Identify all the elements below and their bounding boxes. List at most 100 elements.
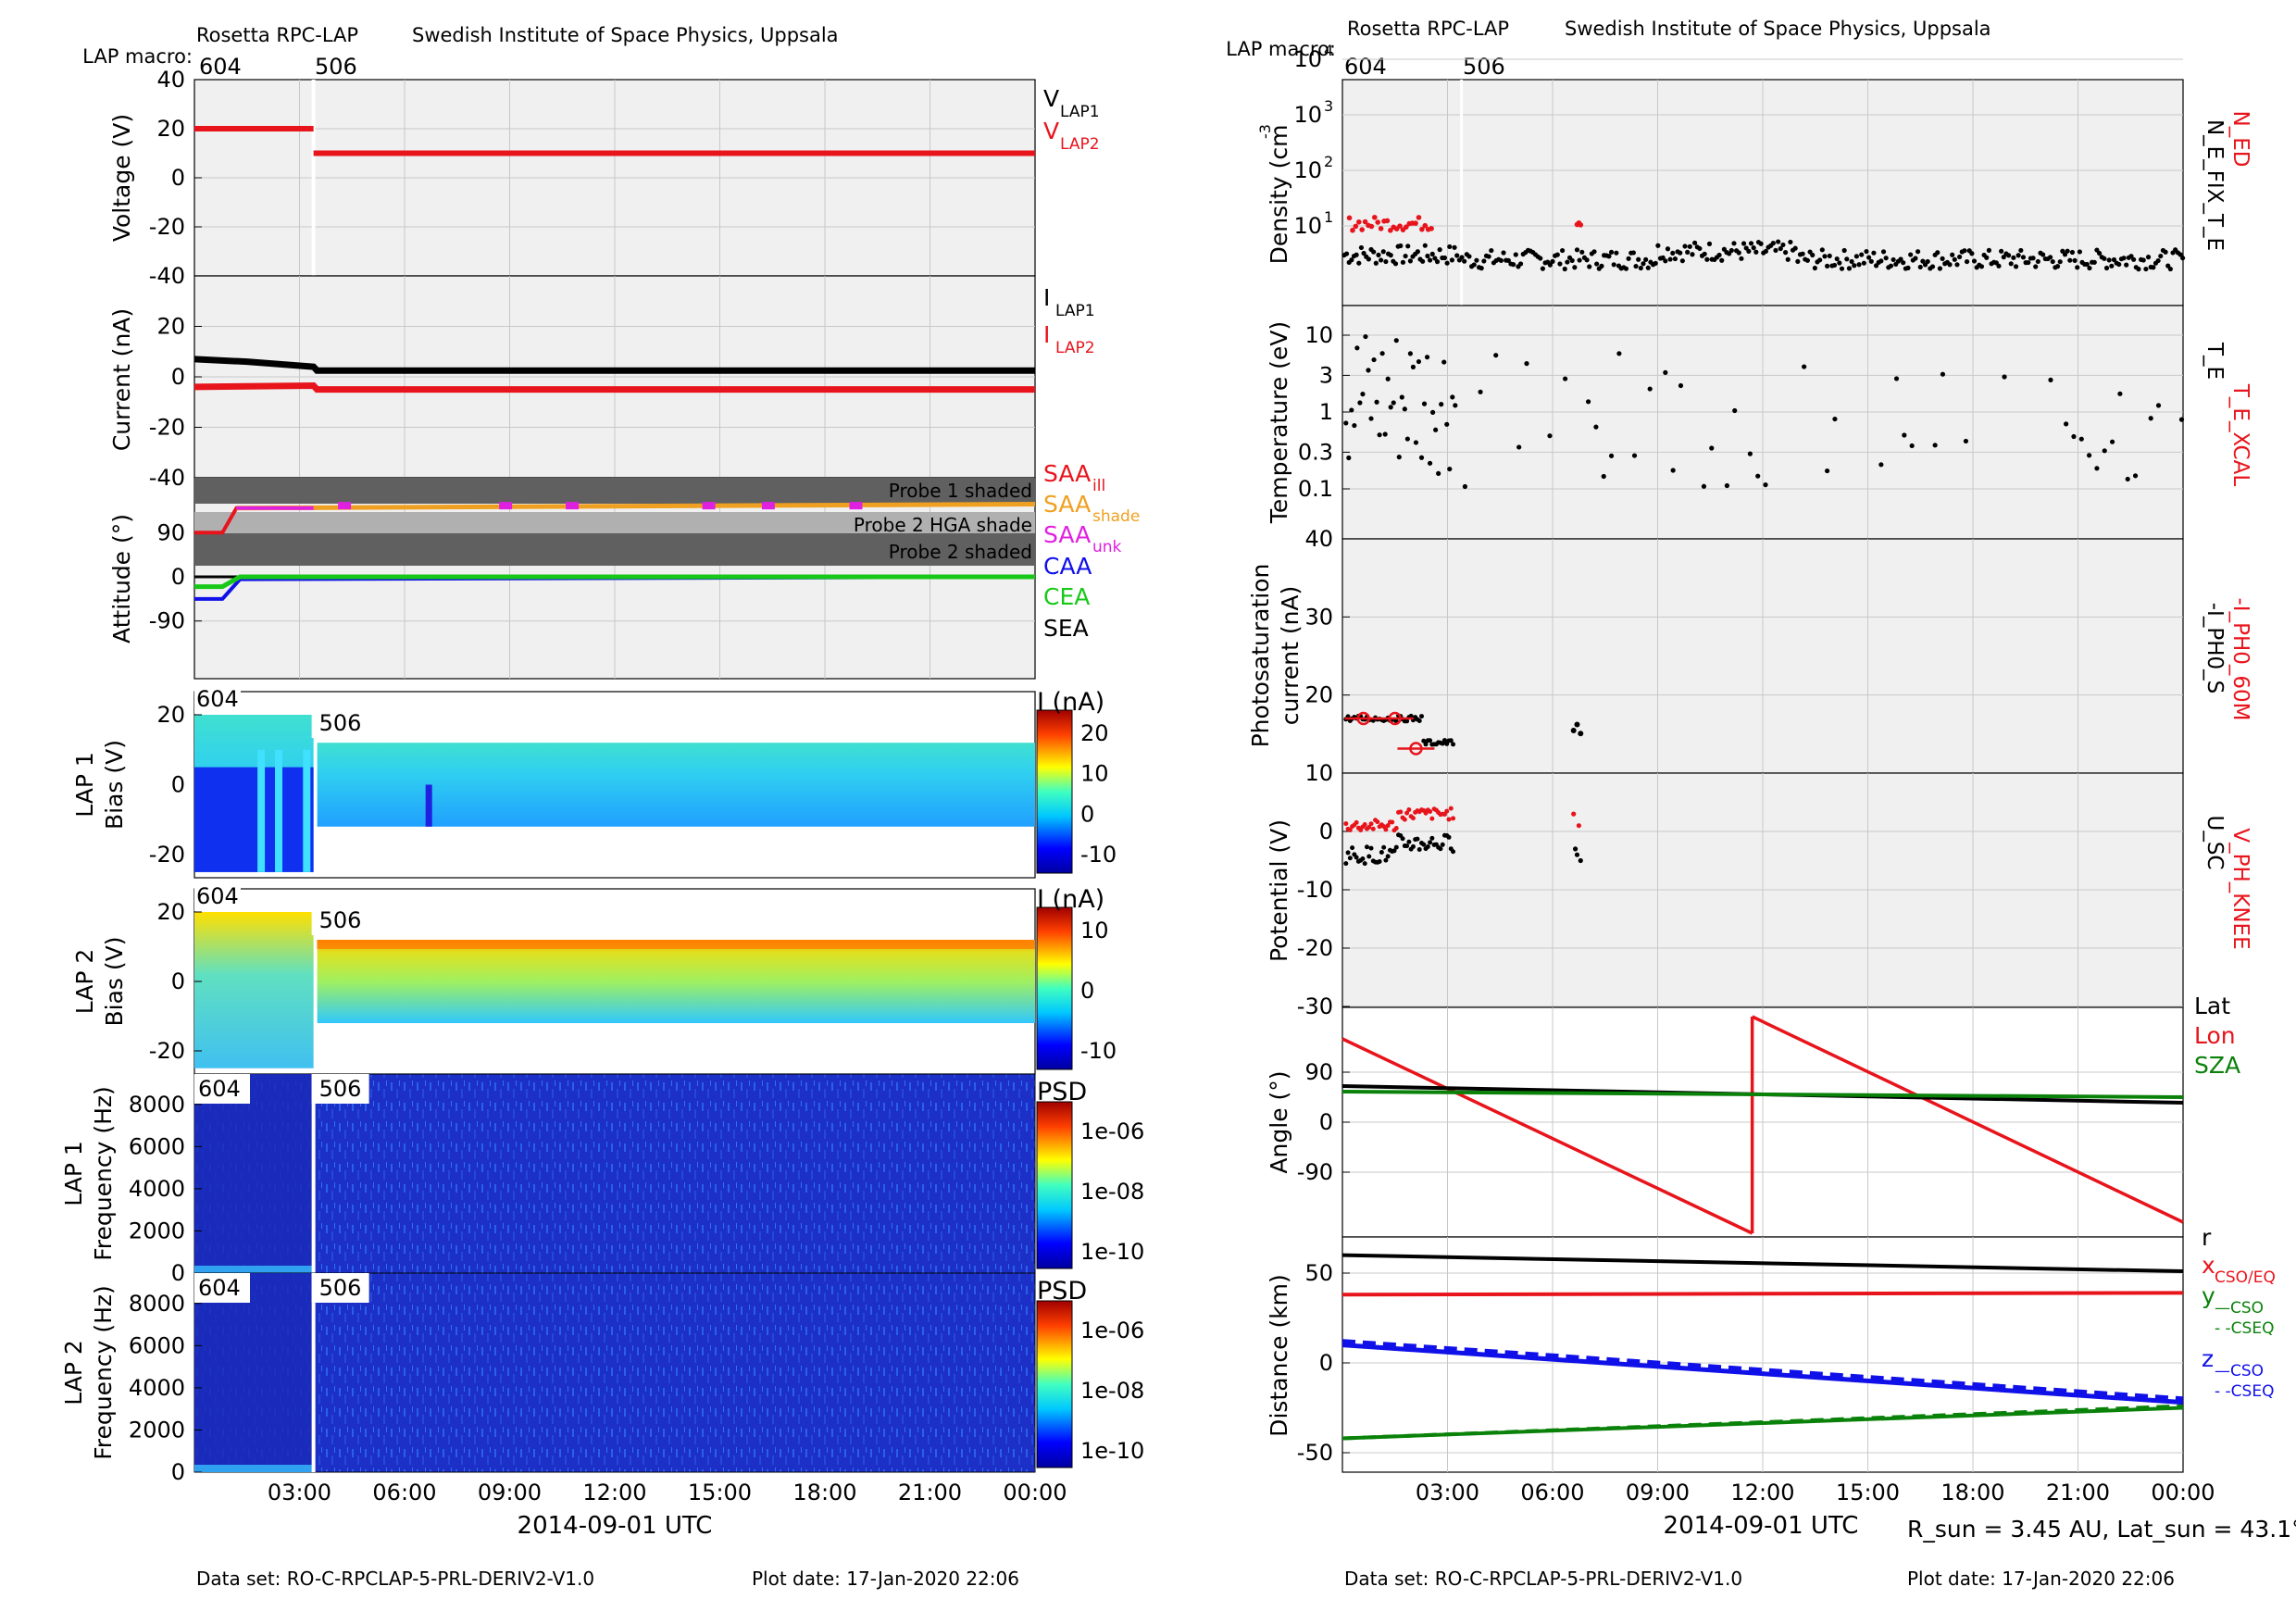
y-tick-label: -20 [1297,935,1333,961]
vph-knee-point [1576,823,1581,829]
ned-point [1578,222,1584,228]
density-point [1380,249,1386,255]
sweep-fill-604 [194,912,314,1068]
density-point [2087,265,2092,271]
iph0-s-point [1419,714,1425,719]
density-point [1920,258,1926,264]
density-point [1550,258,1555,264]
te-point [1493,353,1499,358]
density-point [2050,258,2055,265]
density-point [1776,239,1781,244]
density-point [1444,260,1450,266]
usc-point [1379,850,1384,856]
density-point [1844,256,1850,262]
series-z-cseq [1341,1339,2184,1402]
te-point [1385,376,1391,381]
density-point [1383,258,1389,265]
legend-i: I [1043,321,1050,348]
density-point [1667,256,1673,262]
density-point [1901,260,1906,266]
series-i-lap1 [193,356,1035,374]
density-point [1837,260,1842,266]
y-tick-label: -90 [1297,1159,1333,1185]
te-point [1349,407,1354,413]
density-point [2084,261,2090,268]
header-macro-label-right: LAP macro: [1226,38,1336,60]
y-tick-label: 0 [171,364,185,390]
y-tick-label: 20 [156,116,185,142]
te-point [1732,407,1738,414]
density-point [1702,251,1707,256]
density-point [2067,257,2073,263]
band-probe2-hga [194,512,1035,532]
attitude-ylabel: Attitude (°) [108,514,135,643]
iph0-s-point [1404,718,1410,724]
macro-box [194,1273,250,1303]
density-point [1935,250,1940,256]
usc-point [1366,854,1372,859]
colorbar-tick: 1e-08 [1080,1378,1144,1404]
y-tick-exp: 4 [1324,42,1333,59]
saa-unk-mark [499,502,513,510]
density-point [1947,262,1953,268]
vph-knee-point [1383,827,1389,832]
density-point [1925,258,1930,265]
te-point [1663,369,1668,375]
density-point [2124,262,2129,268]
te-point [1441,359,1447,365]
usc-point [1421,842,1427,847]
density-point [2062,252,2068,257]
vph-knee-point [1362,822,1367,828]
header-macro-label: LAP macro: [82,45,193,68]
density-point [1400,259,1406,265]
colorbar-label: I (nA) [1037,688,1104,717]
colorbar-tick: 1e-08 [1080,1179,1144,1205]
colorbar-tick: 1e-10 [1080,1239,1144,1265]
density-point [2106,257,2112,263]
density-point [1866,255,1872,260]
saa-unk-mark [849,502,863,510]
density-point [1716,252,1722,258]
te-point [1418,455,1425,460]
x-tick-label: 18:00 [1940,1480,2004,1505]
legend-unk: unk [1092,538,1122,556]
ned-point [1422,222,1429,229]
density-point [1665,246,1671,252]
colorbar-tick: -10 [1080,842,1117,868]
density-point [1559,247,1566,254]
density-point [1804,257,1811,263]
legend-te: T_E [2202,342,2227,380]
density-point [1599,263,1604,269]
legend-lat: Lat [2194,993,2230,1019]
density-point [1633,263,1639,269]
legend-shade: shade [1092,507,1140,526]
te-point [1893,376,1900,381]
te-point [2048,377,2053,382]
y-tick-label: 20 [156,702,185,728]
density-point [2163,249,2168,255]
te-point [1747,451,1753,456]
usc-point [1404,843,1410,849]
te-point [1444,421,1450,427]
sweep-ylabel: LAP 2 [71,949,98,1015]
y-tick-label: 0 [171,1459,185,1485]
legend-x-sub: CSO/EQ [2215,1268,2276,1287]
vph-knee-point [1347,827,1353,832]
te-point [1424,355,1430,360]
voltage-ylabel: Voltage (V) [108,114,135,242]
header-institute: Swedish Institute of Space Physics, Upps… [412,24,839,46]
usc-point [1393,844,1399,850]
y-tick-label: -20 [149,842,185,868]
ned-point [1350,227,1355,233]
colorbar-tick: 10 [1080,918,1109,943]
density-point [1782,250,1789,256]
te-point [1366,368,1371,373]
usc-point [1381,844,1387,850]
density-point [2102,256,2107,261]
density-point [2155,257,2161,264]
legend-r: r [2202,1224,2212,1251]
density-point [2048,255,2053,260]
y-tick-exp: 1 [1324,208,1333,226]
usc-point [1383,857,1389,863]
macro-604: 604 [198,1076,241,1102]
